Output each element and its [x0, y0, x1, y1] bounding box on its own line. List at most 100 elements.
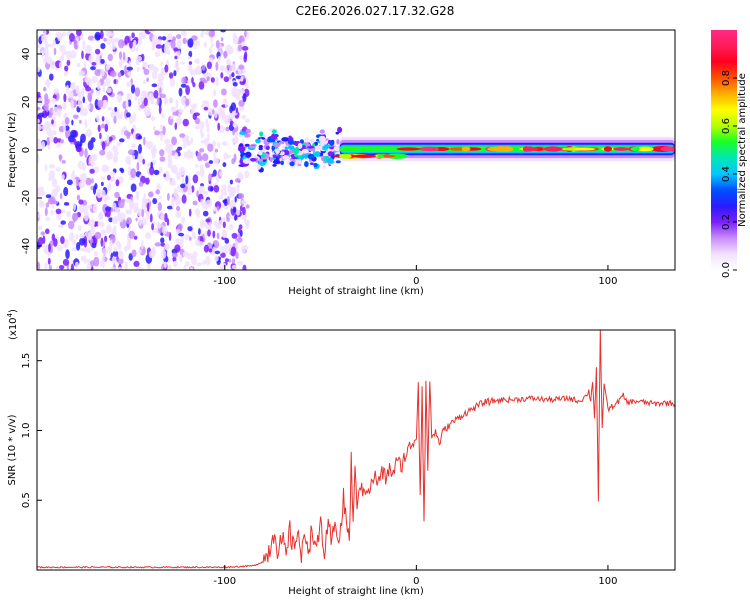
- noise-blob: [106, 174, 111, 181]
- noise-blob: [162, 125, 166, 136]
- onset-blob: [282, 155, 290, 161]
- noise-blob: [87, 92, 92, 102]
- noise-blob: [137, 135, 143, 140]
- noise-blob: [120, 111, 124, 116]
- colorbar-tick-label: 0.8: [721, 70, 732, 86]
- noise-blob: [84, 248, 88, 253]
- onset-blob: [265, 145, 270, 151]
- noise-blob: [46, 43, 54, 48]
- noise-blob: [163, 96, 169, 105]
- noise-blob: [113, 150, 119, 157]
- noise-blob: [94, 99, 99, 109]
- noise-blob: [82, 40, 86, 51]
- onset-blob: [323, 144, 331, 149]
- noise-blob: [131, 143, 137, 149]
- noise-blob: [135, 46, 139, 52]
- noise-blob: [185, 85, 191, 96]
- noise-blob: [99, 221, 104, 227]
- noise-blob: [124, 65, 127, 75]
- noise-blob: [141, 217, 147, 226]
- colorbar-tick-label: 0.6: [721, 118, 732, 134]
- noise-blob: [198, 185, 205, 194]
- noise-blob: [205, 218, 211, 223]
- noise-blob: [110, 266, 115, 270]
- onset-blob: [258, 158, 263, 163]
- noise-blob: [190, 104, 197, 108]
- noise-blob: [195, 66, 198, 76]
- colorbar-tick-label: 0.4: [721, 166, 732, 182]
- carrier-hotspot: [630, 146, 640, 152]
- noise-blob: [230, 102, 237, 111]
- noise-blob: [59, 154, 62, 162]
- noise-blob: [148, 191, 154, 198]
- noise-blob: [152, 144, 157, 154]
- noise-blob: [232, 35, 239, 45]
- snr-frame: [36, 329, 676, 571]
- noise-blob: [151, 70, 158, 80]
- noise-blob: [185, 175, 189, 185]
- noise-blob: [65, 85, 69, 94]
- noise-blob: [146, 202, 150, 212]
- noise-blob: [210, 186, 214, 192]
- onset-blob: [258, 147, 263, 151]
- noise-blob: [37, 153, 40, 163]
- onset-blob: [249, 157, 257, 162]
- noise-blob: [219, 125, 225, 134]
- noise-blob: [145, 208, 148, 216]
- noise-blob: [127, 71, 132, 76]
- noise-blob: [73, 202, 76, 211]
- noise-blob: [132, 130, 136, 141]
- noise-blob: [210, 77, 215, 83]
- noise-blob: [231, 158, 236, 165]
- noise-blob: [213, 89, 217, 97]
- noise-blob: [153, 90, 159, 99]
- spectrogram-xtick-label: 100: [598, 276, 617, 287]
- noise-blob: [133, 112, 136, 122]
- noise-blob: [192, 112, 197, 121]
- noise-blob: [160, 213, 165, 220]
- noise-blob: [181, 216, 186, 224]
- noise-blob: [133, 202, 139, 213]
- noise-blob: [106, 37, 111, 46]
- noise-blob: [202, 260, 207, 265]
- noise-blob: [100, 59, 105, 64]
- noise-blob: [41, 124, 49, 131]
- noise-blob: [45, 217, 51, 221]
- noise-blob: [175, 201, 179, 206]
- noise-blob: [91, 76, 98, 84]
- figure-title: C2E6.2026.027.17.32.G28: [296, 4, 455, 18]
- noise-blob: [76, 194, 81, 201]
- onset-blob: [308, 138, 315, 143]
- noise-blob: [187, 38, 194, 48]
- noise-blob: [164, 243, 171, 250]
- noise-blob: [183, 264, 187, 270]
- noise-blob: [104, 123, 109, 132]
- noise-blob: [176, 117, 182, 126]
- noise-blob: [75, 233, 79, 240]
- noise-blob: [217, 122, 221, 131]
- onset-blob: [256, 164, 261, 170]
- noise-blob: [37, 106, 41, 111]
- noise-blob: [220, 245, 223, 254]
- noise-blob: [125, 155, 132, 165]
- noise-blob: [63, 186, 69, 197]
- noise-blob: [105, 30, 112, 38]
- onset-blob: [327, 151, 334, 157]
- noise-blob: [76, 176, 79, 187]
- noise-blob: [105, 64, 110, 71]
- noise-blob: [241, 199, 247, 205]
- noise-blob: [228, 214, 235, 219]
- noise-blob: [59, 265, 65, 270]
- noise-blob: [118, 213, 122, 220]
- noise-blob: [170, 106, 177, 113]
- noise-blob: [157, 72, 165, 83]
- noise-blob: [223, 114, 230, 125]
- noise-blob: [143, 68, 150, 76]
- noise-blob: [224, 154, 231, 159]
- noise-blob: [44, 164, 48, 172]
- noise-blob: [149, 166, 155, 176]
- noise-blob: [207, 133, 210, 141]
- noise-blob: [69, 232, 75, 242]
- onset-blob: [270, 134, 278, 140]
- noise-blob: [72, 114, 79, 119]
